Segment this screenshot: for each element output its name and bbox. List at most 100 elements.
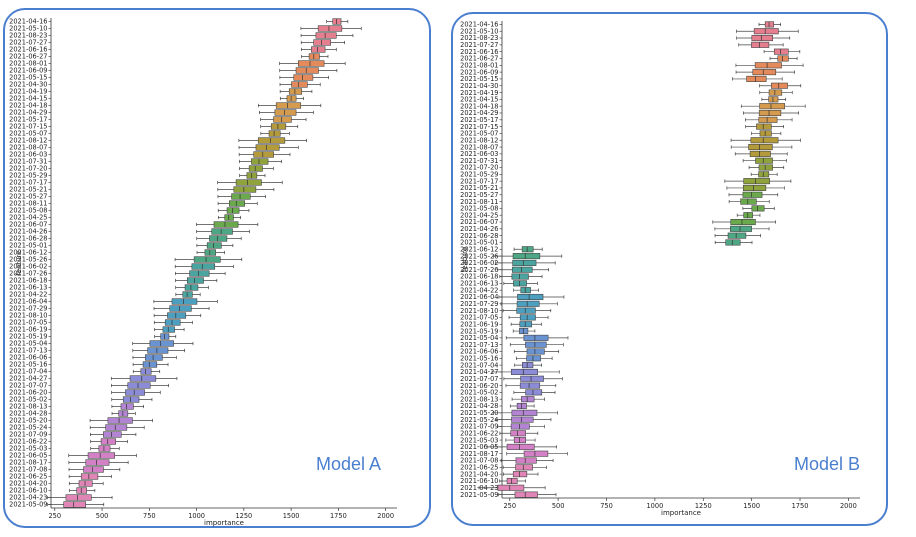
- y-tick-label: 2021-06-04: [9, 298, 47, 306]
- box-2021-05-20: [107, 417, 133, 424]
- y-tick-label: 2021-05-02: [9, 396, 47, 404]
- y-tick-label: 2021-06-13: [460, 280, 498, 288]
- y-tick-label: 2021-05-15: [460, 75, 498, 83]
- box-2021-05-24: [105, 424, 128, 431]
- model-b-label: Model B: [794, 454, 861, 474]
- box-2021-05-16: [142, 361, 158, 368]
- y-tick-label: 2021-06-09: [460, 68, 498, 76]
- box-2021-07-26: [189, 270, 210, 277]
- y-tick-label: 2021-07-04: [460, 361, 498, 369]
- box-2021-06-06: [526, 348, 545, 355]
- y-tick-label: 2021-07-20: [460, 164, 498, 172]
- box-2021-08-01: [754, 62, 782, 69]
- box-2021-08-12: [750, 137, 779, 144]
- box-2021-05-09: [63, 501, 87, 508]
- y-tick-label: 2021-04-25: [9, 214, 47, 222]
- y-tick-label: 2021-08-12: [9, 137, 47, 145]
- y-tick-label: 2021-07-31: [460, 157, 498, 165]
- y-tick-label: 2021-07-27: [460, 41, 498, 49]
- y-tick-label: 2021-06-10: [9, 487, 47, 495]
- box-2021-04-19: [768, 89, 783, 96]
- box-2021-05-08: [751, 205, 765, 212]
- y-tick-label: 2021-05-16: [9, 361, 47, 369]
- y-tick-label: 2021-06-27: [9, 53, 47, 61]
- box-2021-05-08: [226, 207, 240, 214]
- box-2021-04-15: [768, 96, 779, 103]
- y-tick-label: 2021-07-05: [460, 314, 498, 322]
- y-tick-label: 2021-07-26: [460, 266, 498, 274]
- box-2021-04-29: [758, 109, 782, 117]
- y-tick-label: 2021-05-15: [9, 74, 47, 82]
- y-tick-label: 2021-07-15: [9, 123, 47, 131]
- box-2021-05-21: [743, 184, 767, 191]
- x-tick-label: 1500: [283, 512, 300, 520]
- y-tick-label: 2021-08-11: [460, 198, 498, 206]
- y-tick-label: 2021-04-16: [9, 18, 47, 26]
- y-tick-label: 2021-06-05: [9, 452, 47, 460]
- y-tick-label: 2021-06-16: [460, 48, 498, 56]
- y-tick-label: 2021-06-22: [9, 438, 47, 446]
- box-2021-04-22: [520, 287, 531, 294]
- y-tick-label: 2021-04-22: [9, 291, 47, 299]
- x-axis-label: importance: [661, 509, 701, 517]
- box-2021-05-16: [526, 355, 541, 362]
- box-2021-07-05: [164, 319, 181, 326]
- box-2021-04-15: [286, 95, 297, 102]
- box-2021-05-02: [122, 396, 140, 403]
- y-tick-label: 2021-07-08: [460, 457, 498, 465]
- y-tick-label: 2021-04-29: [9, 109, 47, 117]
- y-tick-label: 2021-06-20: [9, 389, 47, 397]
- box-2021-07-09: [510, 423, 530, 430]
- y-tick-label: 2021-04-25: [460, 211, 498, 219]
- y-tick-label: 2021-07-20: [9, 165, 47, 173]
- y-tick-label: 2021-07-17: [460, 177, 498, 185]
- box-2021-06-02: [512, 259, 537, 266]
- box-2021-07-04: [522, 362, 534, 369]
- box-2021-06-22: [510, 430, 526, 437]
- box-2021-04-23: [65, 494, 92, 501]
- y-tick-label: 2021-06-25: [460, 464, 498, 472]
- y-tick-label: 2021-04-23: [9, 494, 47, 502]
- y-tick-label: 2021-08-23: [9, 32, 47, 40]
- y-tick-label: 2021-05-26: [460, 252, 498, 260]
- box-2021-05-04: [523, 334, 549, 341]
- y-tick-label: 2021-05-20: [460, 409, 498, 417]
- y-tick-label: 2021-04-18: [460, 102, 498, 110]
- y-tick-label: 2021-04-20: [9, 480, 47, 488]
- box-2021-05-01: [206, 242, 222, 249]
- box-2021-06-05: [506, 443, 535, 450]
- box-2021-05-21: [233, 186, 257, 193]
- model-b-chart: 250 500 750 1000 1250 1500 1750 2000 importance f…: [460, 21, 860, 517]
- box-2021-04-28: [516, 402, 527, 410]
- y-tick-label: 2021-04-27: [460, 368, 498, 376]
- box-2021-04-18: [275, 102, 302, 109]
- box-2021-07-15: [756, 123, 772, 130]
- y-tick-label: 2021-05-21: [9, 186, 47, 194]
- box-2021-08-17: [85, 459, 110, 466]
- box-2021-04-26: [730, 225, 752, 232]
- box-2021-05-07: [759, 130, 772, 137]
- y-tick-label: 2021-05-17: [460, 116, 498, 124]
- box-2021-08-17: [523, 450, 549, 457]
- box-2021-05-10: [753, 28, 779, 35]
- box-2021-08-13: [120, 403, 134, 410]
- y-tick-label: 2021-07-08: [9, 466, 47, 474]
- y-tick-label: 2021-04-19: [9, 88, 47, 96]
- y-tick-label: 2021-07-29: [9, 305, 47, 313]
- y-tick-label: 2021-04-30: [460, 82, 498, 90]
- box-2021-05-26: [512, 253, 541, 260]
- y-tick-label: 2021-07-07: [9, 382, 47, 390]
- box-2021-06-10: [506, 477, 518, 484]
- y-tick-label: 2021-07-26: [9, 270, 47, 278]
- y-tick-label: 2021-06-18: [9, 277, 47, 285]
- y-tick-label: 2021-07-31: [9, 158, 47, 166]
- x-tick-label: 1500: [743, 502, 760, 510]
- y-tick-label: 2021-07-17: [9, 179, 47, 187]
- box-2021-04-22: [182, 291, 193, 298]
- box-2021-08-11: [228, 200, 245, 207]
- box-2021-04-20: [78, 480, 93, 487]
- box-2021-07-07: [520, 375, 544, 382]
- y-tick-label: 2021-08-23: [460, 34, 498, 42]
- y-tick-label: 2021-06-07: [9, 221, 47, 229]
- y-tick-label: 2021-07-09: [9, 431, 47, 439]
